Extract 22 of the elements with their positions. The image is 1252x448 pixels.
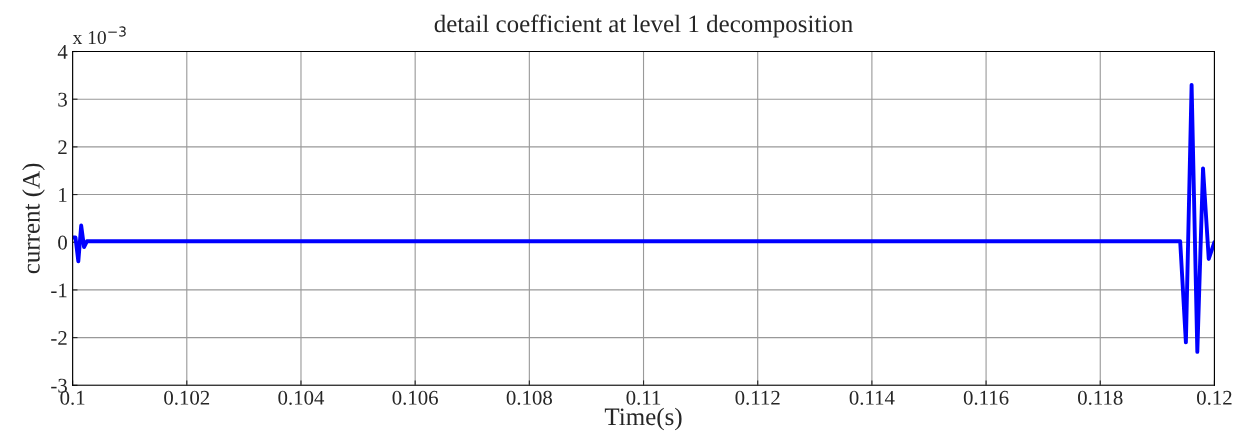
line-series [72,82,1215,354]
y-tick-label: 2 [58,140,67,155]
x-tick-label: 0.106 [392,390,438,405]
y-tick-label: -2 [51,331,67,345]
x-tick-label: 0.104 [278,390,325,405]
y-tick-label: -1 [51,283,67,298]
y-tick-label: 3 [58,92,67,107]
x-tick-label: 0.102 [164,390,210,405]
x-axis-title: Time(s) [604,407,682,431]
y-tick-label: 1 [59,188,67,202]
text: x 10$^{−3}$ [72,26,126,45]
y-tick-label: 4 [57,45,68,59]
x-tick-label: 0.116 [963,390,1009,405]
x-tick-label: 0.114 [849,390,895,405]
x-tick-label: 0.11 [626,390,661,405]
x-tick-label: 0.118 [1078,390,1123,405]
x-tick-label: 0.12 [1197,390,1232,405]
x-tick-label: 0.108 [506,390,552,405]
y-axis-title: current (A) [22,163,45,274]
x-tick-label: 0.112 [735,390,780,405]
y-tick-label: 0 [58,235,67,250]
chart-title: detail coefficient at level 1 decomposition [434,14,853,38]
